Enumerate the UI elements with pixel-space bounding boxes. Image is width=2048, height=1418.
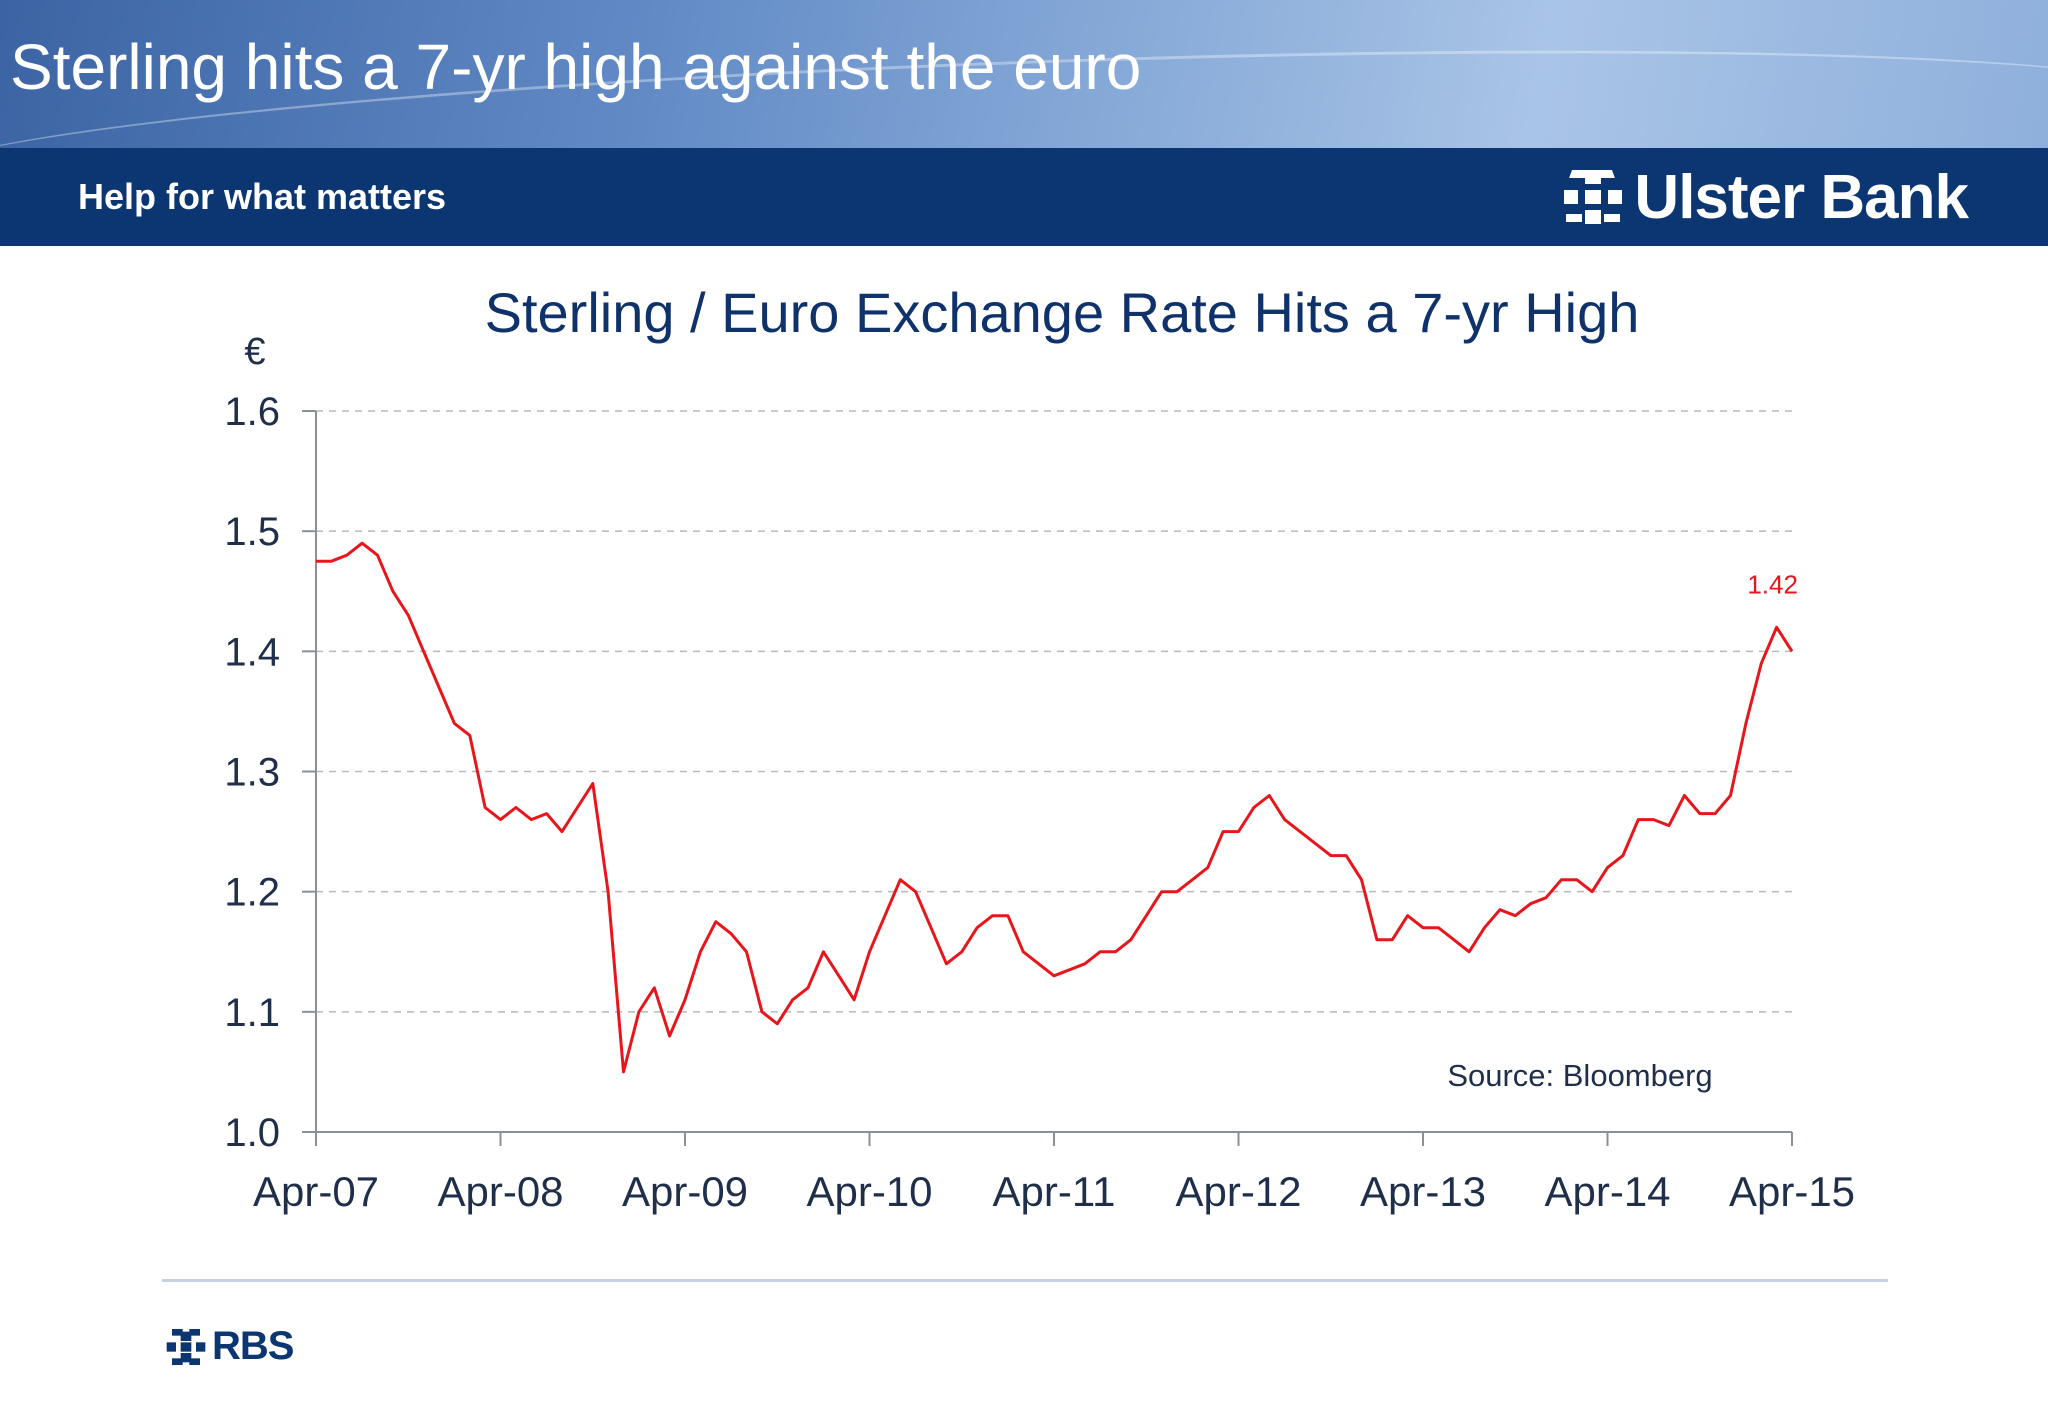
x-tick-label: Apr-12 <box>1175 1168 1301 1215</box>
y-tick-label: 1.2 <box>224 871 280 915</box>
chart-title: Sterling / Euro Exchange Rate Hits a 7-y… <box>485 281 1640 344</box>
peak-annotation: 1.42 <box>1747 569 1798 599</box>
source-note: Source: Bloomberg <box>1447 1058 1712 1093</box>
sterling-euro-series-line <box>316 541 1794 1074</box>
y-tick-label: 1.1 <box>224 991 280 1035</box>
x-tick-label: Apr-15 <box>1729 1168 1855 1215</box>
y-tick-label: 1.5 <box>224 510 280 554</box>
x-tick-label: Apr-14 <box>1544 1168 1670 1215</box>
rbs-wordmark: RBS <box>212 1324 294 1368</box>
x-tick-label: Apr-10 <box>806 1168 932 1215</box>
ulster-bank-logo-icon <box>1564 170 1623 224</box>
tagline: Help for what matters <box>78 176 447 217</box>
brand-bar: Help for what matters Ulster Bank <box>0 148 2048 246</box>
x-tick-label: Apr-08 <box>437 1168 563 1215</box>
exchange-rate-chart: Sterling / Euro Exchange Rate Hits a 7-y… <box>224 281 1855 1215</box>
slide-title: Sterling hits a 7-yr high against the eu… <box>10 31 1142 103</box>
footer-divider <box>162 1279 1888 1282</box>
y-tick-label: 1.3 <box>224 751 280 795</box>
y-tick-label: 1.4 <box>224 630 280 674</box>
x-tick-label: Apr-11 <box>993 1168 1116 1215</box>
x-tick-label: Apr-13 <box>1360 1168 1486 1215</box>
x-axis-ticks: Apr-07 Apr-08 Apr-09 Apr-10 Apr-11 Apr-12 Apr-… <box>253 1132 1855 1215</box>
x-tick-label: Apr-07 <box>253 1168 379 1215</box>
grid-lines <box>316 410 1792 1013</box>
y-tick-label: 1.6 <box>224 390 280 434</box>
x-tick-label: Apr-09 <box>622 1168 748 1215</box>
top-banner: Sterling hits a 7-yr high against the eu… <box>0 0 2048 148</box>
rbs-logo-icon <box>166 1328 206 1365</box>
rbs-logo: RBS <box>166 1324 294 1369</box>
y-tick-label: 1.0 <box>224 1111 280 1155</box>
ulster-bank-logo: Ulster Bank <box>1564 162 1969 232</box>
ulster-bank-wordmark: Ulster Bank <box>1634 162 1969 232</box>
y-axis-ticks: 1.0 1.1 1.2 1.3 1.4 1.5 1.6 <box>224 390 316 1155</box>
y-axis-label: € <box>244 331 265 373</box>
